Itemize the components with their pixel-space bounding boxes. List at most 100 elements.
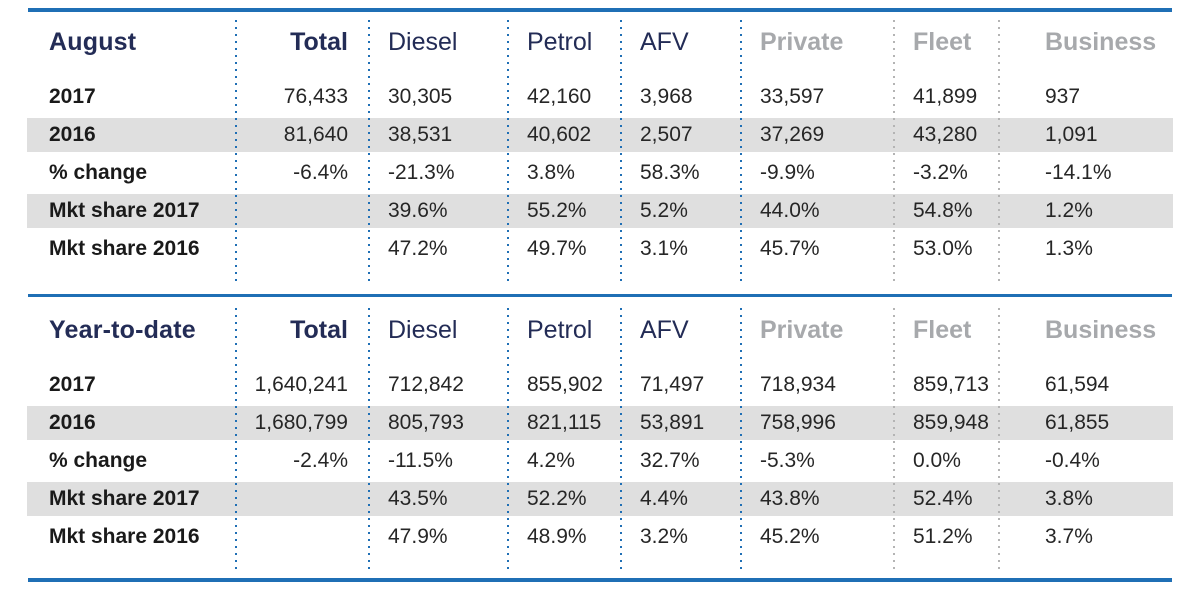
table-cell: 758,996 (760, 411, 836, 434)
row-label: Mkt share 2017 (49, 487, 200, 510)
table-cell: 53,891 (640, 411, 705, 434)
table-cell: 855,902 (527, 373, 603, 396)
row-label: Mkt share 2017 (49, 199, 200, 222)
top-rule (28, 8, 1172, 12)
table-header-row: August Total Diesel Petrol AFV Private F… (27, 12, 1173, 72)
table-row: 2016 81,640 38,531 40,602 2,507 37,269 4… (27, 118, 1173, 152)
row-label: Mkt share 2016 (49, 525, 200, 548)
table-year-to-date: Year-to-date Total Diesel Petrol AFV Pri… (27, 300, 1173, 578)
table-cell: 3.8% (1045, 487, 1093, 510)
table-cell: 32.7% (640, 449, 700, 472)
row-label: % change (49, 449, 148, 472)
table-cell: 76,433 (283, 85, 348, 108)
column-separator (998, 20, 1000, 286)
table-row: % change -6.4% -21.3% 3.8% 58.3% -9.9% -… (27, 156, 1173, 190)
table-cell: 43.8% (760, 487, 820, 510)
table-cell: 859,948 (913, 411, 989, 434)
table-cell: -0.4% (1045, 449, 1100, 472)
table-cell: 39.6% (388, 199, 448, 222)
table-title: Year-to-date (49, 315, 196, 344)
table-cell: 718,934 (760, 373, 836, 396)
table-cell: 937 (1045, 85, 1081, 108)
table-cell: 51.2% (913, 525, 973, 548)
table-row: 2016 1,680,799 805,793 821,115 53,891 75… (27, 406, 1173, 440)
table-cell: 3.1% (640, 237, 688, 260)
column-separator (740, 20, 742, 286)
column-header-total: Total (290, 315, 348, 344)
table-cell: 44.0% (760, 199, 820, 222)
table-row: % change -2.4% -11.5% 4.2% 32.7% -5.3% 0… (27, 444, 1173, 478)
table-cell: 71,497 (640, 373, 705, 396)
table-cell: 5.2% (640, 199, 688, 222)
table-title: August (49, 27, 137, 56)
table-cell: 52.4% (913, 487, 973, 510)
middle-rule (28, 294, 1172, 297)
table-cell: 43.5% (388, 487, 448, 510)
table-cell: 61,855 (1045, 411, 1110, 434)
table-cell: 30,305 (388, 85, 453, 108)
table-row: Mkt share 2016 47.2% 49.7% 3.1% 45.7% 53… (27, 232, 1173, 266)
column-header-afv: AFV (640, 315, 689, 344)
table-cell: 49.7% (527, 237, 587, 260)
table-cell: 58.3% (640, 161, 700, 184)
table-cell: 45.7% (760, 237, 820, 260)
column-header-afv: AFV (640, 27, 689, 56)
table-cell: 53.0% (913, 237, 973, 260)
table-cell: 712,842 (388, 373, 464, 396)
table-cell: 3.7% (1045, 525, 1093, 548)
column-header-private: Private (760, 315, 844, 344)
row-label: 2017 (49, 85, 96, 108)
table-cell: 33,597 (760, 85, 825, 108)
table-cell: 54.8% (913, 199, 973, 222)
row-label: Mkt share 2016 (49, 237, 200, 260)
table-cell: -2.4% (293, 449, 348, 472)
table-cell: 45.2% (760, 525, 820, 548)
table-cell: 55.2% (527, 199, 587, 222)
table-cell: -14.1% (1045, 161, 1112, 184)
column-separator (507, 308, 509, 574)
table-cell: 47.2% (388, 237, 448, 260)
table-cell: 1.2% (1045, 199, 1093, 222)
column-separator (235, 20, 237, 286)
column-header-total: Total (290, 27, 348, 56)
table-cell: 47.9% (388, 525, 448, 548)
column-separator (998, 308, 1000, 574)
column-header-fleet: Fleet (913, 27, 972, 56)
table-cell: 41,899 (913, 85, 978, 108)
row-label: 2017 (49, 373, 96, 396)
table-august: August Total Diesel Petrol AFV Private F… (27, 12, 1173, 290)
table-cell: 38,531 (388, 123, 453, 146)
table-cell: 4.4% (640, 487, 688, 510)
row-label: 2016 (49, 411, 96, 434)
table-cell: 3.2% (640, 525, 688, 548)
table-cell: 2,507 (640, 123, 693, 146)
table-row: Mkt share 2017 43.5% 52.2% 4.4% 43.8% 52… (27, 482, 1173, 516)
table-cell: 805,793 (388, 411, 464, 434)
table-cell: 42,160 (527, 85, 592, 108)
table-row: 2017 76,433 30,305 42,160 3,968 33,597 4… (27, 80, 1173, 114)
table-cell: 43,280 (913, 123, 978, 146)
column-separator (368, 20, 370, 286)
column-header-private: Private (760, 27, 844, 56)
table-cell: -21.3% (388, 161, 455, 184)
table-cell: 61,594 (1045, 373, 1110, 396)
table-header-row: Year-to-date Total Diesel Petrol AFV Pri… (27, 300, 1173, 360)
table-cell: 40,602 (527, 123, 592, 146)
column-header-diesel: Diesel (388, 27, 458, 56)
table-cell: -9.9% (760, 161, 815, 184)
column-header-business: Business (1045, 27, 1157, 56)
column-header-business: Business (1045, 315, 1157, 344)
table-cell: -5.3% (760, 449, 815, 472)
column-header-petrol: Petrol (527, 27, 593, 56)
table-row: Mkt share 2016 47.9% 48.9% 3.2% 45.2% 51… (27, 520, 1173, 554)
column-header-petrol: Petrol (527, 315, 593, 344)
table-cell: 1,640,241 (254, 373, 348, 396)
table-cell: -11.5% (388, 449, 453, 472)
row-label: 2016 (49, 123, 96, 146)
column-separator (620, 308, 622, 574)
table-cell: 37,269 (760, 123, 825, 146)
column-separator (507, 20, 509, 286)
table-cell: 3,968 (640, 85, 693, 108)
column-separator (620, 20, 622, 286)
